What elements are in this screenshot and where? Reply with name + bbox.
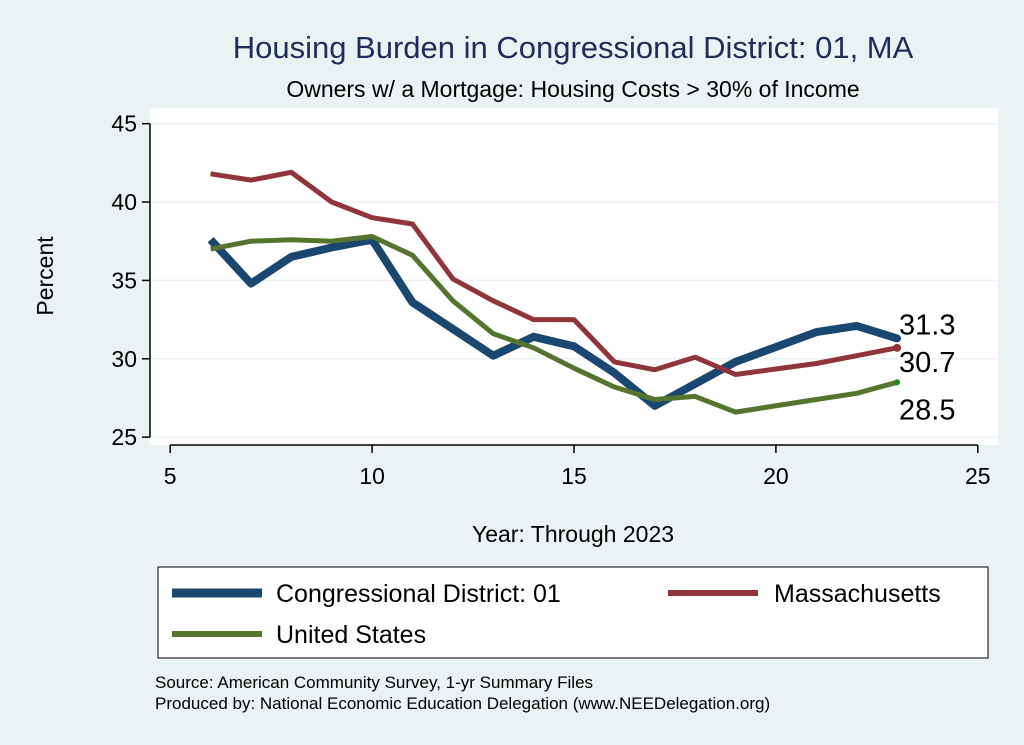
legend-label-0: Congressional District: 01 bbox=[276, 580, 561, 608]
plot-area bbox=[150, 108, 998, 445]
legend: Congressional District: 01 Massachusetts U… bbox=[172, 580, 941, 649]
series-end-point-1 bbox=[893, 343, 902, 352]
chart-title: Housing Burden in Congressional District… bbox=[233, 30, 914, 65]
x-tick-label: 20 bbox=[763, 463, 789, 489]
end-label-0: 31.3 bbox=[899, 309, 955, 341]
legend-box bbox=[157, 566, 989, 659]
x-tick-label: 25 bbox=[965, 463, 991, 489]
legend-label-1: Massachusetts bbox=[774, 580, 941, 608]
legend-label-2: United States bbox=[276, 621, 426, 649]
x-axis-title: Year: Through 2023 bbox=[472, 521, 674, 547]
x-tick-label: 5 bbox=[164, 463, 177, 489]
grid-lines bbox=[150, 122, 998, 438]
y-tick-label: 25 bbox=[111, 424, 137, 450]
series-line-2 bbox=[210, 234, 898, 415]
y-axis-title: Percent bbox=[32, 236, 58, 316]
series-end-point-0 bbox=[893, 334, 902, 343]
y-tick-label: 35 bbox=[111, 267, 137, 293]
producer-note: Produced by: National Economic Education… bbox=[155, 694, 770, 713]
x-tick-label: 10 bbox=[359, 463, 385, 489]
y-tick-label: 40 bbox=[111, 189, 137, 215]
end-labels: 31.3 30.7 28.5 bbox=[899, 309, 955, 426]
series-line-1 bbox=[210, 169, 898, 377]
series-line-0 bbox=[207, 235, 899, 410]
series-end-point-2 bbox=[894, 379, 901, 386]
axes: 25 30 35 40 45 5 10 15 20 25 bbox=[111, 111, 990, 489]
y-tick-label: 45 bbox=[111, 111, 137, 137]
x-tick-label: 15 bbox=[561, 463, 587, 489]
source-note: Source: American Community Survey, 1-yr … bbox=[155, 673, 593, 692]
chart-subtitle: Owners w/ a Mortgage: Housing Costs > 30… bbox=[286, 76, 859, 102]
series-layer bbox=[207, 169, 902, 415]
end-label-1: 30.7 bbox=[899, 347, 955, 379]
y-tick-label: 30 bbox=[111, 346, 137, 372]
end-label-2: 28.5 bbox=[899, 394, 955, 426]
